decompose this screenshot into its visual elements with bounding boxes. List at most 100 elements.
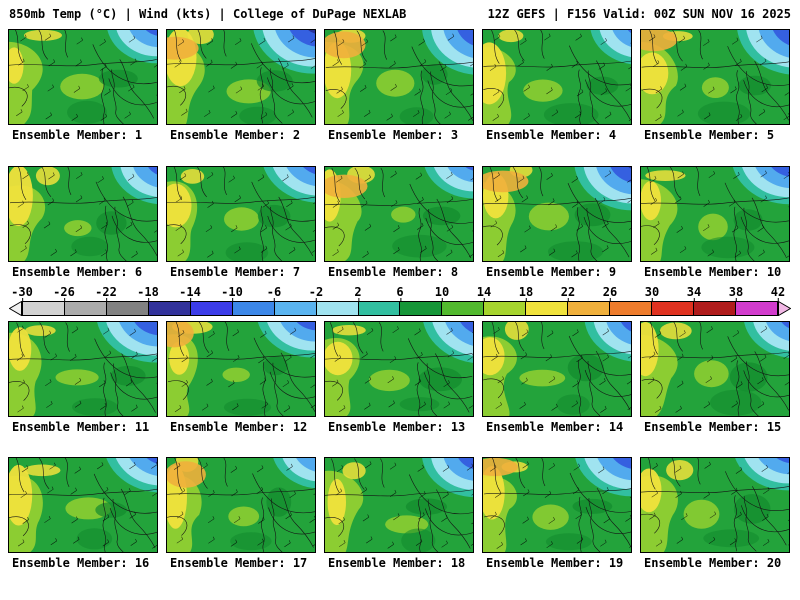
ensemble-member-panel-2: Ensemble Member: 2 bbox=[166, 29, 316, 144]
ensemble-map-member-1 bbox=[8, 29, 158, 125]
ensemble-member-panel-6: Ensemble Member: 6 bbox=[8, 166, 158, 281]
colorbar-seg--14-to--10 bbox=[189, 302, 232, 315]
ensemble-member-panel-20: Ensemble Member: 20 bbox=[640, 457, 790, 572]
ensemble-member-panel-4: Ensemble Member: 4 bbox=[482, 29, 632, 144]
colorbar-tick-34: 34 bbox=[686, 285, 702, 301]
nexlab-ensemble-page: 850mb Temp (°C) | Wind (kts) | College o… bbox=[0, 0, 800, 572]
ensemble-member-label-18: Ensemble Member: 18 bbox=[328, 556, 466, 570]
ensemble-member-label-10: Ensemble Member: 10 bbox=[644, 265, 782, 279]
ensemble-member-panel-1: Ensemble Member: 1 bbox=[8, 29, 158, 144]
colorbar-tick--18: -18 bbox=[137, 285, 159, 301]
colorbar-seg-18-to-22 bbox=[525, 302, 568, 315]
header-bar: 850mb Temp (°C) | Wind (kts) | College o… bbox=[0, 0, 800, 21]
ensemble-map-member-12 bbox=[166, 321, 316, 417]
colorbar-gradient bbox=[9, 301, 791, 316]
colorbar-seg--10-to--6 bbox=[231, 302, 274, 315]
ensemble-map-member-4 bbox=[482, 29, 632, 125]
ensemble-member-panel-15: Ensemble Member: 15 bbox=[640, 321, 790, 436]
map-row-3: Ensemble Member: 11 Ensemble Member: 12 En… bbox=[0, 321, 800, 436]
ensemble-member-panel-13: Ensemble Member: 13 bbox=[324, 321, 474, 436]
ensemble-member-label-20: Ensemble Member: 20 bbox=[644, 556, 782, 570]
ensemble-member-label-6: Ensemble Member: 6 bbox=[12, 265, 143, 279]
run-valid-info: 12Z GEFS | F156 Valid: 00Z SUN NOV 16 20… bbox=[487, 7, 791, 21]
ensemble-member-label-17: Ensemble Member: 17 bbox=[170, 556, 308, 570]
colorbar-right-arrow-icon bbox=[778, 301, 791, 316]
colorbar-seg-30-to-34 bbox=[651, 302, 693, 315]
colorbar-seg-6-to-10 bbox=[399, 302, 442, 315]
colorbar-seg-26-to-30 bbox=[609, 302, 652, 315]
colorbar-seg--6-to--2 bbox=[273, 302, 316, 315]
ensemble-map-member-17 bbox=[166, 457, 316, 553]
product-title: 850mb Temp (°C) | Wind (kts) | College o… bbox=[9, 7, 407, 21]
ensemble-map-member-9 bbox=[482, 166, 632, 262]
ensemble-map-member-16 bbox=[8, 457, 158, 553]
colorbar-seg-14-to-18 bbox=[483, 302, 526, 315]
ensemble-member-panel-14: Ensemble Member: 14 bbox=[482, 321, 632, 436]
ensemble-member-label-11: Ensemble Member: 11 bbox=[12, 420, 150, 434]
ensemble-member-panel-5: Ensemble Member: 5 bbox=[640, 29, 790, 144]
ensemble-map-member-20 bbox=[640, 457, 790, 553]
ensemble-member-panel-18: Ensemble Member: 18 bbox=[324, 457, 474, 572]
colorbar-segments bbox=[22, 301, 778, 316]
ensemble-member-label-12: Ensemble Member: 12 bbox=[170, 420, 308, 434]
colorbar-tick-26: 26 bbox=[602, 285, 618, 301]
ensemble-member-panel-11: Ensemble Member: 11 bbox=[8, 321, 158, 436]
colorbar-seg-38-to-42 bbox=[734, 302, 777, 315]
colorbar-tick-42: 42 bbox=[770, 285, 786, 301]
colorbar-tick--26: -26 bbox=[53, 285, 75, 301]
ensemble-member-panel-17: Ensemble Member: 17 bbox=[166, 457, 316, 572]
ensemble-map-member-13 bbox=[324, 321, 474, 417]
colorbar-tick--14: -14 bbox=[179, 285, 201, 301]
colorbar-tick--22: -22 bbox=[95, 285, 117, 301]
ensemble-member-label-3: Ensemble Member: 3 bbox=[328, 128, 459, 142]
colorbar-tick--2: -2 bbox=[308, 285, 324, 301]
colorbar-seg--18-to--14 bbox=[147, 302, 190, 315]
ensemble-member-panel-8: Ensemble Member: 8 bbox=[324, 166, 474, 281]
map-row-1: Ensemble Member: 1 Ensemble Member: 2 Ense… bbox=[0, 29, 800, 144]
colorbar-left-arrow-icon bbox=[9, 301, 22, 316]
ensemble-member-label-9: Ensemble Member: 9 bbox=[486, 265, 617, 279]
colorbar-tick-18: 18 bbox=[518, 285, 534, 301]
colorbar-seg-2-to-6 bbox=[357, 302, 400, 315]
ensemble-map-member-7 bbox=[166, 166, 316, 262]
colorbar-seg--2-to-2 bbox=[315, 302, 358, 315]
colorbar-tick-6: 6 bbox=[396, 285, 404, 301]
colorbar-tick-labels: -30 -26 -22 -18 -14 -10 -6 -2 2 6 10 14 18 22 26 30 34 38… bbox=[9, 285, 791, 301]
ensemble-grid: Ensemble Member: 1 Ensemble Member: 2 Ense… bbox=[0, 29, 800, 572]
temperature-colorbar: -30 -26 -22 -18 -14 -10 -6 -2 2 6 10 14 18 22 26 30 34 38… bbox=[9, 285, 791, 316]
ensemble-member-panel-19: Ensemble Member: 19 bbox=[482, 457, 632, 572]
ensemble-map-member-15 bbox=[640, 321, 790, 417]
colorbar-tick-38: 38 bbox=[728, 285, 744, 301]
ensemble-map-member-14 bbox=[482, 321, 632, 417]
colorbar-tick-10: 10 bbox=[434, 285, 450, 301]
ensemble-member-label-7: Ensemble Member: 7 bbox=[170, 265, 301, 279]
colorbar-seg--22-to--18 bbox=[105, 302, 148, 315]
ensemble-member-label-2: Ensemble Member: 2 bbox=[170, 128, 301, 142]
colorbar-seg--30-to--26 bbox=[23, 302, 64, 315]
ensemble-member-label-16: Ensemble Member: 16 bbox=[12, 556, 150, 570]
ensemble-member-label-1: Ensemble Member: 1 bbox=[12, 128, 143, 142]
colorbar-seg-10-to-14 bbox=[441, 302, 484, 315]
ensemble-member-label-14: Ensemble Member: 14 bbox=[486, 420, 624, 434]
ensemble-map-member-6 bbox=[8, 166, 158, 262]
colorbar-tick--30: -30 bbox=[11, 285, 33, 301]
ensemble-map-member-19 bbox=[482, 457, 632, 553]
colorbar-seg--26-to--22 bbox=[63, 302, 106, 315]
map-row-2: Ensemble Member: 6 Ensemble Member: 7 Ense… bbox=[0, 166, 800, 281]
ensemble-member-label-19: Ensemble Member: 19 bbox=[486, 556, 624, 570]
ensemble-member-panel-3: Ensemble Member: 3 bbox=[324, 29, 474, 144]
ensemble-member-panel-10: Ensemble Member: 10 bbox=[640, 166, 790, 281]
ensemble-map-member-8 bbox=[324, 166, 474, 262]
ensemble-member-panel-16: Ensemble Member: 16 bbox=[8, 457, 158, 572]
colorbar-tick-22: 22 bbox=[560, 285, 576, 301]
colorbar-tick--6: -6 bbox=[266, 285, 282, 301]
ensemble-map-member-5 bbox=[640, 29, 790, 125]
colorbar-tick-14: 14 bbox=[476, 285, 492, 301]
ensemble-member-panel-9: Ensemble Member: 9 bbox=[482, 166, 632, 281]
ensemble-map-member-10 bbox=[640, 166, 790, 262]
ensemble-member-label-15: Ensemble Member: 15 bbox=[644, 420, 782, 434]
ensemble-map-member-3 bbox=[324, 29, 474, 125]
colorbar-tick--10: -10 bbox=[221, 285, 243, 301]
ensemble-map-member-11 bbox=[8, 321, 158, 417]
colorbar-seg-22-to-26 bbox=[567, 302, 610, 315]
